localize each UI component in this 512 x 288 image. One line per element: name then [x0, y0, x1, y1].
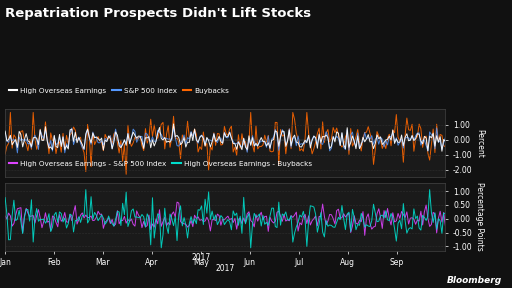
- Text: 2017: 2017: [216, 264, 235, 273]
- Text: Repatriation Prospects Didn't Lift Stocks: Repatriation Prospects Didn't Lift Stock…: [5, 7, 311, 20]
- Text: Bloomberg: Bloomberg: [446, 276, 502, 285]
- Y-axis label: Percent: Percent: [475, 129, 484, 158]
- Text: 2017: 2017: [191, 253, 210, 262]
- Y-axis label: Percentage Points: Percentage Points: [475, 182, 484, 251]
- Legend: High Overseas Earnings, S&P 500 Index, Buybacks: High Overseas Earnings, S&P 500 Index, B…: [9, 87, 229, 94]
- Legend: High Overseas Earnings - S&P 500 Index, High Overseas Earnings - Buybacks: High Overseas Earnings - S&P 500 Index, …: [9, 160, 312, 167]
